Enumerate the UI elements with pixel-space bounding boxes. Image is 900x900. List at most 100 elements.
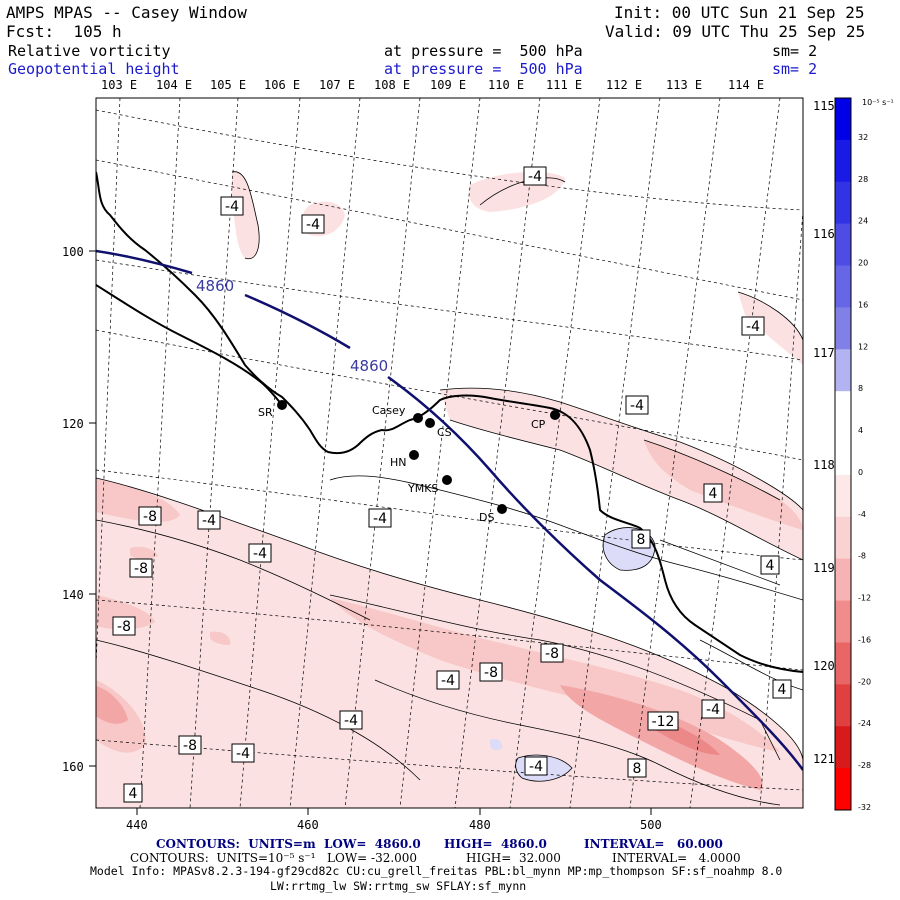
station-label: CS (437, 426, 452, 439)
valid-time: Valid: 09 UTC Thu 25 Sep 25 (605, 22, 866, 41)
colorbar-swatch (835, 223, 851, 267)
vorticity-label: -8 (112, 616, 136, 636)
colorbar-swatch (835, 349, 851, 392)
station-casey-dot (413, 413, 423, 423)
plot-title: AMPS MPAS -- Casey Window (6, 3, 247, 22)
lon-label: 109 E (430, 78, 466, 92)
station-label: Casey (372, 404, 406, 417)
svg-text:-4: -4 (225, 199, 239, 215)
colorbar: 32 28 24 20 16 12 8 4 0 -4 -8 -12 -16 -20 -24 -28 -32 (834, 97, 871, 812)
lon-label: 105 E (210, 78, 246, 92)
field1-name: Relative vorticity (8, 42, 171, 60)
svg-text:-4: -4 (441, 673, 455, 689)
footer-physics-info: LW:rrtmg_lw SW:rrtmg_sw SFLAY:sf_mynn (270, 879, 527, 893)
y-tick-label: 140 (62, 588, 84, 602)
lon-label: 111 E (546, 78, 582, 92)
svg-text:4: 4 (766, 558, 775, 574)
x-tick-label: 480 (469, 818, 491, 832)
footer-contours-height-high: HIGH= 4860.0 (444, 837, 547, 851)
colorbar-swatch (835, 558, 851, 602)
vorticity-label: -4 (524, 756, 548, 776)
colorbar-swatch (835, 307, 851, 350)
svg-text:-4: -4 (373, 511, 387, 527)
field2-level: at pressure = 500 hPa (384, 60, 583, 78)
svg-text:-12: -12 (652, 714, 675, 730)
colorbar-label: 0 (858, 468, 863, 477)
colorbar-label: 28 (858, 175, 868, 184)
vorticity-label: -8 (479, 662, 503, 682)
colorbar-label: -4 (858, 510, 866, 519)
station-hn-dot (409, 450, 419, 460)
svg-text:-4: -4 (344, 713, 358, 729)
footer-contours-height-interval: INTERVAL= 60.000 (584, 837, 723, 851)
y-tick-label: 100 (62, 245, 84, 259)
station-label: YMKS (407, 482, 438, 495)
vorticity-label: -4 (220, 196, 244, 216)
svg-text:-8: -8 (143, 509, 157, 525)
svg-text:-4: -4 (706, 702, 720, 718)
colorbar-swatch (835, 433, 851, 476)
vorticity-label: 8 (627, 758, 647, 778)
vorticity-label: -4 (368, 508, 392, 528)
vorticity-contours (96, 171, 803, 806)
forecast-hour: Fcst: 105 h (6, 22, 122, 41)
axis-ticks (89, 250, 652, 815)
station-ds-dot (497, 504, 507, 514)
x-tick-label: 460 (297, 818, 319, 832)
svg-text:-8: -8 (134, 561, 148, 577)
vorticity-label: -4 (301, 214, 325, 234)
colorbar-label: -12 (858, 594, 871, 603)
geopotential-contour (96, 249, 803, 771)
field1-smooth: sm= 2 (772, 42, 818, 60)
colorbar-swatch (835, 600, 851, 643)
colorbar-swatch (835, 768, 851, 811)
lon-label: 104 E (156, 78, 192, 92)
field1-level: at pressure = 500 hPa (384, 42, 583, 60)
station-label: DS (479, 511, 494, 524)
footer-contours-vorticity: CONTOURS: UNITS=10⁻⁵ s⁻¹ LOW= -32.000 (130, 851, 418, 865)
lon-label: 108 E (374, 78, 410, 92)
vorticity-label: -4 (248, 543, 272, 563)
colorbar-label: -24 (858, 719, 871, 728)
svg-text:-4: -4 (529, 759, 543, 775)
lon-label: 113 E (666, 78, 702, 92)
field2-smooth: sm= 2 (772, 60, 818, 78)
svg-text:-4: -4 (236, 746, 250, 762)
height-label: 4860 (350, 357, 388, 375)
vorticity-label: -4 (523, 166, 547, 186)
vorticity-label: -8 (129, 558, 153, 578)
colorbar-swatch (835, 391, 851, 434)
colorbar-label: 32 (858, 133, 868, 142)
lat-lon-grid (96, 98, 803, 808)
svg-text:-8: -8 (117, 619, 131, 635)
vorticity-label: -4 (339, 710, 363, 730)
vorticity-label: 4 (772, 679, 792, 699)
vorticity-label: -4 (741, 316, 765, 336)
vorticity-label: -4 (625, 395, 649, 415)
colorbar-units: 10⁻⁵ s⁻¹ (862, 98, 894, 107)
svg-text:4: 4 (129, 786, 138, 802)
station-ymks-dot (442, 475, 452, 485)
station-sr-dot (277, 400, 287, 410)
station-cs-dot (425, 418, 435, 428)
colorbar-label: -32 (858, 803, 871, 812)
field2-name: Geopotential height (8, 60, 180, 78)
top-longitude-labels: 103 E 104 E 105 E 106 E 107 E 108 E 109 … (101, 78, 764, 92)
lon-label: 114 E (728, 78, 764, 92)
vorticity-label: -8 (138, 506, 162, 526)
lon-label: 112 E (606, 78, 642, 92)
colorbar-swatch (835, 181, 851, 225)
svg-text:4: 4 (778, 682, 787, 698)
svg-text:-4: -4 (202, 513, 216, 529)
colorbar-swatch (835, 642, 851, 685)
colorbar-swatch (835, 98, 851, 141)
colorbar-swatch (835, 474, 851, 518)
colorbar-label: 20 (858, 259, 868, 268)
map-frame (95, 97, 804, 809)
colorbar-swatch (835, 726, 851, 769)
lon-label: 110 E (488, 78, 524, 92)
svg-text:-4: -4 (746, 319, 760, 335)
colorbar-label: -28 (858, 761, 871, 770)
colorbar-label: -16 (858, 635, 871, 644)
vorticity-shading (96, 171, 803, 808)
